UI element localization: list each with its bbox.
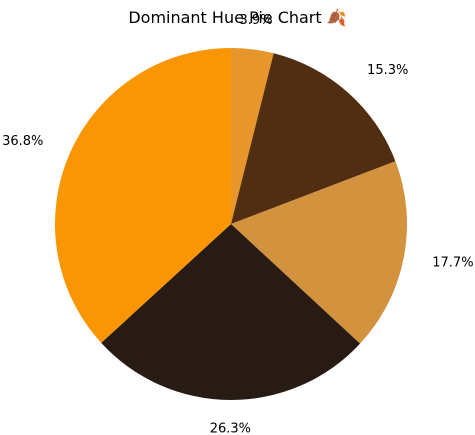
pie-slice-3	[101, 224, 361, 400]
slice-label-1: 15.3%	[367, 63, 408, 78]
chart-title: Dominant Hue Pie Chart 🍂	[128, 8, 347, 27]
pie-slice-2	[231, 161, 407, 344]
pie-slice-1	[231, 53, 396, 225]
slices-layer	[55, 48, 407, 400]
labels-layer: 3.9% 15.3% 17.7% 26.3% 36.8%	[2, 13, 473, 435]
slice-label-4: 36.8%	[2, 134, 43, 149]
pie-slice-0	[231, 48, 274, 224]
slice-label-2: 17.7%	[432, 256, 473, 271]
pie-slice-4	[55, 48, 232, 343]
slice-label-0: 3.9%	[240, 13, 273, 28]
slice-label-3: 26.3%	[210, 422, 251, 435]
